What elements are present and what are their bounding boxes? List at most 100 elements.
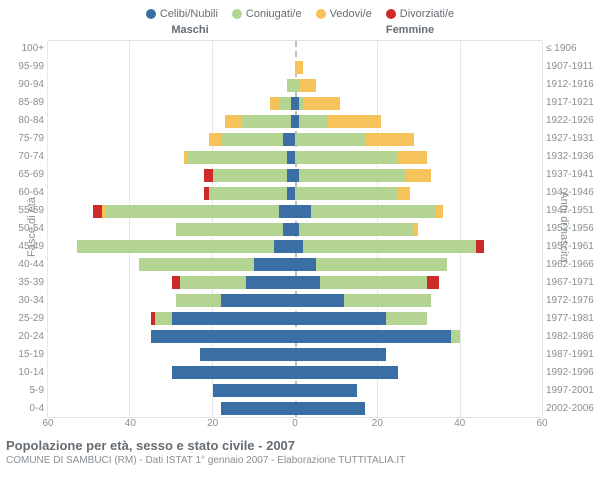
footer-subtitle: COMUNE DI SAMBUCI (RM) - Dati ISTAT 1° g…	[6, 453, 594, 466]
male-bar	[48, 294, 295, 307]
bar-segment	[209, 133, 221, 146]
bar-segment	[316, 258, 448, 271]
bar-segment	[299, 169, 406, 182]
age-label: 40-44	[18, 256, 44, 274]
female-bar	[295, 223, 542, 236]
male-bar	[48, 366, 295, 379]
bar-segment	[295, 402, 365, 415]
female-bar	[295, 115, 542, 128]
male-bar	[48, 205, 295, 218]
birth-label: 1982-1986	[546, 328, 594, 346]
female-bar	[295, 169, 542, 182]
bar-segment	[303, 240, 476, 253]
bar-segment	[172, 366, 296, 379]
female-bar	[295, 258, 542, 271]
male-bar	[48, 97, 295, 110]
legend-label: Celibi/Nubili	[160, 8, 218, 20]
female-bar	[295, 61, 542, 74]
birth-label: 1932-1936	[546, 148, 594, 166]
bar-row	[48, 113, 542, 131]
bar-segment	[427, 276, 439, 289]
bar-row	[48, 238, 542, 256]
bar-segment	[295, 205, 311, 218]
female-bar	[295, 348, 542, 361]
bar-segment	[414, 223, 418, 236]
bar-segment	[295, 294, 344, 307]
bar-segment	[398, 151, 427, 164]
bar-segment	[274, 240, 295, 253]
x-tick: 40	[454, 418, 465, 429]
birth-label: 1987-1991	[546, 346, 594, 364]
column-titles: Maschi Femmine	[0, 24, 600, 36]
age-label: 35-39	[18, 274, 44, 292]
age-label: 85-89	[18, 94, 44, 112]
right-axis-label: Anni di nascita	[558, 191, 570, 263]
bar-row	[48, 328, 542, 346]
x-axis: 6040200204060	[0, 418, 600, 432]
male-bar	[48, 61, 295, 74]
age-label: 20-24	[18, 328, 44, 346]
bar-segment	[139, 258, 254, 271]
age-label: 65-69	[18, 166, 44, 184]
plot-area	[48, 40, 542, 418]
bar-segment	[93, 205, 101, 218]
bar-segment	[188, 151, 287, 164]
female-bar	[295, 366, 542, 379]
male-bar	[48, 240, 295, 253]
bar-segment	[328, 115, 382, 128]
male-bar	[48, 258, 295, 271]
footer-title: Popolazione per età, sesso e stato civil…	[6, 438, 594, 453]
bar-segment	[270, 97, 278, 110]
bar-segment	[295, 61, 303, 74]
male-bar	[48, 115, 295, 128]
bar-segment	[172, 312, 296, 325]
bar-row	[48, 131, 542, 149]
age-label: 30-34	[18, 292, 44, 310]
bar-segment	[287, 151, 295, 164]
age-label: 100+	[21, 40, 44, 58]
bar-row	[48, 166, 542, 184]
bar-row	[48, 95, 542, 113]
bar-row	[48, 148, 542, 166]
birth-label: 1907-1911	[546, 58, 593, 76]
bar-segment	[225, 115, 241, 128]
birth-label: 1937-1941	[546, 166, 594, 184]
bar-row	[48, 184, 542, 202]
bar-segment	[213, 384, 295, 397]
birth-label: 1952-1956	[546, 220, 594, 238]
birth-label: 1917-1921	[546, 94, 594, 112]
age-label: 10-14	[18, 364, 44, 382]
bar-segment	[221, 402, 295, 415]
bar-row	[48, 41, 542, 59]
male-bar	[48, 312, 295, 325]
right-column-title: Femmine	[300, 24, 560, 36]
legend-swatch	[316, 9, 326, 19]
female-bar	[295, 43, 542, 56]
bar-segment	[295, 348, 386, 361]
bar-segment	[176, 223, 283, 236]
legend-item: Coniugati/e	[232, 8, 302, 20]
bar-segment	[295, 366, 398, 379]
female-bar	[295, 330, 542, 343]
bar-segment	[287, 79, 295, 92]
bar-segment	[209, 187, 287, 200]
bar-segment	[283, 223, 295, 236]
age-label: 75-79	[18, 130, 44, 148]
bar-segment	[213, 169, 287, 182]
birth-year-labels: ≤ 19061907-19111912-19161917-19211922-19…	[542, 40, 600, 418]
age-label: 15-19	[18, 346, 44, 364]
birth-label: 1942-1946	[546, 184, 594, 202]
legend-swatch	[146, 9, 156, 19]
male-bar	[48, 169, 295, 182]
birth-label: 1977-1981	[546, 310, 594, 328]
birth-label: 1967-1971	[546, 274, 594, 292]
bar-segment	[180, 276, 246, 289]
bar-row	[48, 345, 542, 363]
bar-segment	[106, 205, 279, 218]
female-bar	[295, 384, 542, 397]
bar-segment	[176, 294, 221, 307]
bar-segment	[221, 294, 295, 307]
birth-label: 1972-1976	[546, 292, 594, 310]
birth-label: 1927-1931	[546, 130, 594, 148]
bar-segment	[435, 205, 443, 218]
